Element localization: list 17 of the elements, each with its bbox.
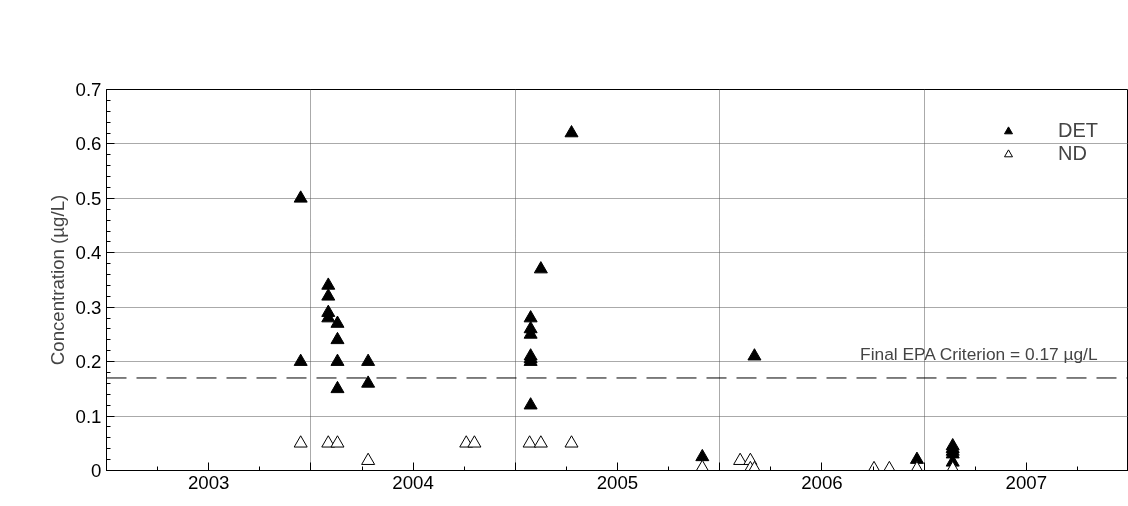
y-tick-label: 0.1 <box>75 405 102 427</box>
y-tick-label: 0.4 <box>75 242 102 264</box>
y-axis-title: Concentration (µg/L) <box>46 194 68 366</box>
y-tick-label: 0.3 <box>75 296 102 318</box>
x-tick-label: 2003 <box>187 471 230 493</box>
y-tick-label: 0.7 <box>75 79 102 100</box>
x-tick-label: 2005 <box>596 471 639 493</box>
legend-label: DET <box>1058 119 1098 142</box>
y-tick-label: 0.2 <box>75 351 102 373</box>
y-tick-label: 0.6 <box>75 133 102 155</box>
ref-line-label: Final EPA Criterion = 0.17 µg/L <box>860 343 1098 364</box>
x-tick-label: 2007 <box>1005 471 1048 493</box>
y-tick-label: 0 <box>91 460 102 481</box>
x-tick-label: 2004 <box>392 471 434 493</box>
x-tick-label: 2006 <box>801 471 843 493</box>
y-tick-label: 0.5 <box>75 187 102 209</box>
legend-label: ND <box>1058 142 1087 165</box>
